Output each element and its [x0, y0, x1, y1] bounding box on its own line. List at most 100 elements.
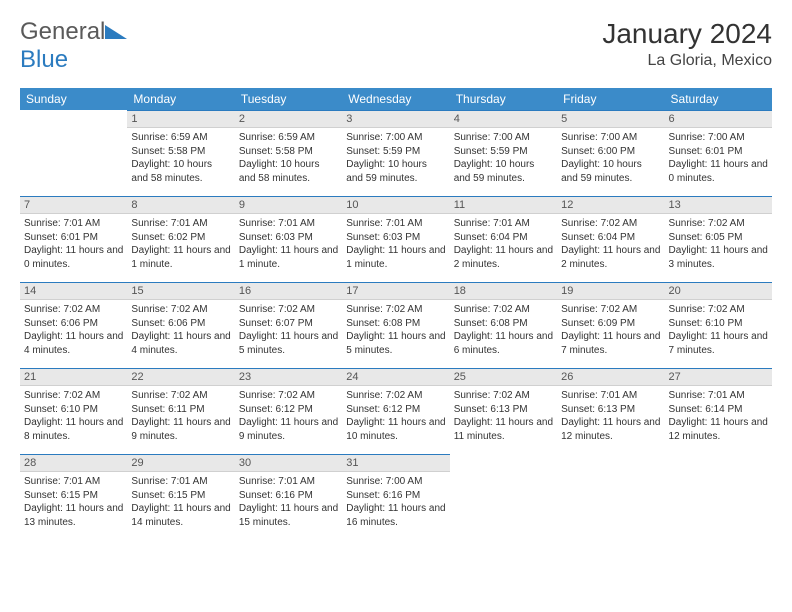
daylight-line: Daylight: 11 hours and 12 minutes. [669, 416, 768, 443]
day-number-bar: 15 [127, 282, 234, 300]
day-number-bar: 7 [20, 196, 127, 214]
daylight-line: Daylight: 11 hours and 4 minutes. [24, 330, 123, 357]
day-detail: Sunrise: 7:02 AMSunset: 6:08 PMDaylight:… [450, 300, 557, 360]
calendar-day-cell: 10Sunrise: 7:01 AMSunset: 6:03 PMDayligh… [342, 196, 449, 282]
sunset-line: Sunset: 5:58 PM [131, 145, 230, 159]
sunrise-line: Sunrise: 7:02 AM [239, 303, 338, 317]
calendar-day-cell: 21Sunrise: 7:02 AMSunset: 6:10 PMDayligh… [20, 368, 127, 454]
sunset-line: Sunset: 6:11 PM [131, 403, 230, 417]
day-detail: Sunrise: 7:01 AMSunset: 6:14 PMDaylight:… [665, 386, 772, 446]
calendar-day-cell [20, 110, 127, 196]
day-detail: Sunrise: 7:02 AMSunset: 6:12 PMDaylight:… [342, 386, 449, 446]
calendar-day-cell: 19Sunrise: 7:02 AMSunset: 6:09 PMDayligh… [557, 282, 664, 368]
day-detail: Sunrise: 7:02 AMSunset: 6:08 PMDaylight:… [342, 300, 449, 360]
calendar-day-cell: 11Sunrise: 7:01 AMSunset: 6:04 PMDayligh… [450, 196, 557, 282]
day-number-bar: 16 [235, 282, 342, 300]
day-detail: Sunrise: 7:02 AMSunset: 6:09 PMDaylight:… [557, 300, 664, 360]
day-detail: Sunrise: 7:02 AMSunset: 6:12 PMDaylight:… [235, 386, 342, 446]
sunrise-line: Sunrise: 7:02 AM [454, 303, 553, 317]
day-number-bar: 31 [342, 454, 449, 472]
day-number-bar: 12 [557, 196, 664, 214]
sunrise-line: Sunrise: 7:02 AM [131, 389, 230, 403]
calendar-day-cell: 18Sunrise: 7:02 AMSunset: 6:08 PMDayligh… [450, 282, 557, 368]
daylight-line: Daylight: 11 hours and 2 minutes. [454, 244, 553, 271]
day-detail: Sunrise: 7:01 AMSunset: 6:02 PMDaylight:… [127, 214, 234, 274]
sunset-line: Sunset: 5:59 PM [454, 145, 553, 159]
calendar-day-cell: 7Sunrise: 7:01 AMSunset: 6:01 PMDaylight… [20, 196, 127, 282]
sunset-line: Sunset: 6:13 PM [561, 403, 660, 417]
sunset-line: Sunset: 6:07 PM [239, 317, 338, 331]
daylight-line: Daylight: 10 hours and 58 minutes. [131, 158, 230, 185]
sunrise-line: Sunrise: 7:02 AM [24, 303, 123, 317]
calendar-day-cell: 9Sunrise: 7:01 AMSunset: 6:03 PMDaylight… [235, 196, 342, 282]
sunset-line: Sunset: 6:12 PM [239, 403, 338, 417]
day-detail: Sunrise: 6:59 AMSunset: 5:58 PMDaylight:… [127, 128, 234, 188]
sunset-line: Sunset: 5:58 PM [239, 145, 338, 159]
calendar-day-cell: 29Sunrise: 7:01 AMSunset: 6:15 PMDayligh… [127, 454, 234, 540]
day-number-bar: 8 [127, 196, 234, 214]
day-detail: Sunrise: 7:02 AMSunset: 6:10 PMDaylight:… [20, 386, 127, 446]
calendar-week-row: 21Sunrise: 7:02 AMSunset: 6:10 PMDayligh… [20, 368, 772, 454]
sunset-line: Sunset: 6:13 PM [454, 403, 553, 417]
day-number-bar: 3 [342, 110, 449, 128]
daylight-line: Daylight: 11 hours and 4 minutes. [131, 330, 230, 357]
sunset-line: Sunset: 6:16 PM [346, 489, 445, 503]
sunset-line: Sunset: 6:06 PM [131, 317, 230, 331]
daylight-line: Daylight: 11 hours and 7 minutes. [669, 330, 768, 357]
sunset-line: Sunset: 6:15 PM [24, 489, 123, 503]
daylight-line: Daylight: 11 hours and 5 minutes. [346, 330, 445, 357]
day-number-bar: 24 [342, 368, 449, 386]
sunrise-line: Sunrise: 7:02 AM [131, 303, 230, 317]
sunset-line: Sunset: 6:16 PM [239, 489, 338, 503]
sunrise-line: Sunrise: 7:00 AM [669, 131, 768, 145]
daylight-line: Daylight: 11 hours and 16 minutes. [346, 502, 445, 529]
day-number-bar: 2 [235, 110, 342, 128]
brand-name: General Blue [20, 18, 127, 74]
sunset-line: Sunset: 6:08 PM [454, 317, 553, 331]
daylight-line: Daylight: 11 hours and 0 minutes. [24, 244, 123, 271]
day-number-bar: 1 [127, 110, 234, 128]
daylight-line: Daylight: 10 hours and 59 minutes. [454, 158, 553, 185]
sunset-line: Sunset: 6:03 PM [346, 231, 445, 245]
brand-triangle-icon [105, 23, 127, 39]
sunrise-line: Sunrise: 7:01 AM [24, 475, 123, 489]
sunset-line: Sunset: 6:04 PM [454, 231, 553, 245]
daylight-line: Daylight: 10 hours and 59 minutes. [346, 158, 445, 185]
calendar-day-cell: 4Sunrise: 7:00 AMSunset: 5:59 PMDaylight… [450, 110, 557, 196]
day-number-bar: 26 [557, 368, 664, 386]
day-number-bar: 14 [20, 282, 127, 300]
calendar-day-cell [557, 454, 664, 540]
weekday-header: Friday [557, 88, 664, 110]
sunset-line: Sunset: 6:12 PM [346, 403, 445, 417]
calendar-day-cell [665, 454, 772, 540]
calendar-table: SundayMondayTuesdayWednesdayThursdayFrid… [20, 88, 772, 540]
day-detail: Sunrise: 7:01 AMSunset: 6:03 PMDaylight:… [342, 214, 449, 274]
day-detail: Sunrise: 7:00 AMSunset: 6:16 PMDaylight:… [342, 472, 449, 532]
day-detail: Sunrise: 7:00 AMSunset: 6:01 PMDaylight:… [665, 128, 772, 188]
sunrise-line: Sunrise: 7:02 AM [239, 389, 338, 403]
sunrise-line: Sunrise: 7:02 AM [669, 217, 768, 231]
day-detail: Sunrise: 7:01 AMSunset: 6:13 PMDaylight:… [557, 386, 664, 446]
sunrise-line: Sunrise: 7:02 AM [561, 303, 660, 317]
sunset-line: Sunset: 6:04 PM [561, 231, 660, 245]
calendar-day-cell: 30Sunrise: 7:01 AMSunset: 6:16 PMDayligh… [235, 454, 342, 540]
calendar-day-cell: 31Sunrise: 7:00 AMSunset: 6:16 PMDayligh… [342, 454, 449, 540]
calendar-day-cell: 25Sunrise: 7:02 AMSunset: 6:13 PMDayligh… [450, 368, 557, 454]
daylight-line: Daylight: 11 hours and 11 minutes. [454, 416, 553, 443]
calendar-day-cell: 15 Sunrise: 7:02 AMSunset: 6:06 PMDayligh… [127, 282, 234, 368]
day-detail: Sunrise: 7:02 AMSunset: 6:04 PMDaylight:… [557, 214, 664, 274]
page-header: General Blue January 2024 La Gloria, Mex… [20, 18, 772, 74]
calendar-day-cell: 20Sunrise: 7:02 AMSunset: 6:10 PMDayligh… [665, 282, 772, 368]
sunset-line: Sunset: 6:09 PM [561, 317, 660, 331]
sunrise-line: Sunrise: 7:02 AM [346, 389, 445, 403]
day-number-bar: 4 [450, 110, 557, 128]
calendar-day-cell: 8Sunrise: 7:01 AMSunset: 6:02 PMDaylight… [127, 196, 234, 282]
sunset-line: Sunset: 5:59 PM [346, 145, 445, 159]
calendar-day-cell: 14Sunrise: 7:02 AMSunset: 6:06 PMDayligh… [20, 282, 127, 368]
day-detail: Sunrise: 7:02 AMSunset: 6:11 PMDaylight:… [127, 386, 234, 446]
day-detail: Sunrise: 7:01 AMSunset: 6:16 PMDaylight:… [235, 472, 342, 532]
calendar-day-cell: 23Sunrise: 7:02 AMSunset: 6:12 PMDayligh… [235, 368, 342, 454]
day-number-bar: 10 [342, 196, 449, 214]
day-detail: Sunrise: 7:01 AMSunset: 6:04 PMDaylight:… [450, 214, 557, 274]
weekday-header: Sunday [20, 88, 127, 110]
